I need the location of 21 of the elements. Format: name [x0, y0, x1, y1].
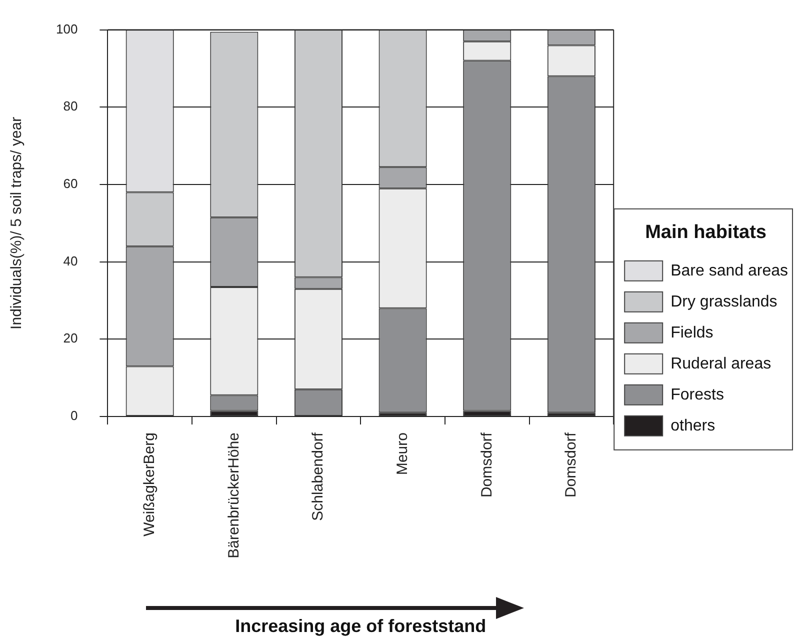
legend-label: Forests	[670, 386, 724, 404]
x-tick-label: Domsdorf	[478, 432, 496, 498]
legend-label: Bare sand areas	[670, 262, 788, 280]
x-tick-label: Meuro	[394, 432, 411, 476]
legend-label: others	[670, 417, 716, 434]
y-tick-label: 80	[63, 98, 78, 114]
legend-label: Ruderal areas	[670, 355, 772, 372]
y-axis-title: Individuals(%)/ 5 soil traps/ year	[8, 116, 26, 330]
legend-label: Dry grasslands	[670, 293, 778, 310]
x-tick-label: Schlabendorf	[310, 432, 327, 521]
x-axis-title: Increasing age of foreststand	[235, 616, 486, 636]
legend-label: Fields	[670, 324, 714, 342]
x-tick-label: BärenbrückerHöhe	[225, 432, 242, 558]
y-tick-label: 0	[70, 408, 78, 424]
y-tick-label: 60	[63, 176, 78, 192]
y-tick-label: 100	[56, 21, 78, 36]
y-tick-label: 20	[63, 330, 78, 346]
x-tick-label: WeißagkerBerg	[140, 432, 158, 536]
y-tick-label: 40	[63, 253, 78, 268]
legend-title: Main habitats	[645, 222, 766, 243]
x-tick-label: Domsdorf	[562, 432, 580, 498]
